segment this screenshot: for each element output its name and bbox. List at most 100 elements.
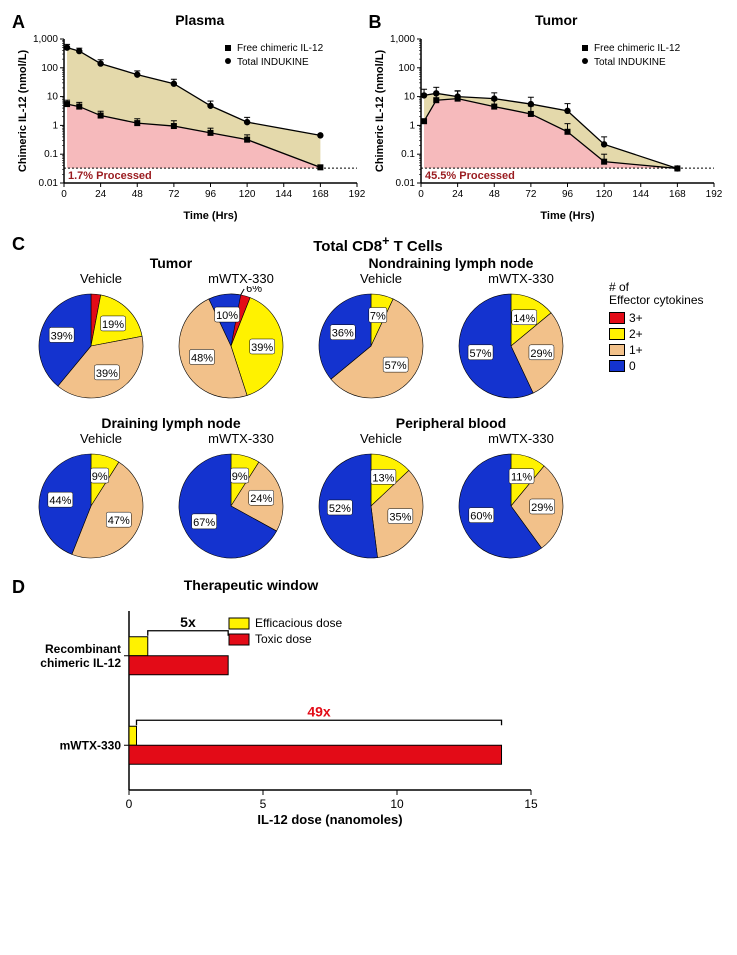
panel-a-label: A	[12, 12, 25, 33]
svg-text:10: 10	[390, 797, 404, 811]
svg-text:67%: 67%	[193, 517, 215, 529]
pie-sublabel: mWTX-330	[171, 431, 311, 446]
svg-text:168: 168	[312, 189, 329, 200]
pie-charts-area: TumorVehicle19%39%39%mWTX-3306%39%48%10%…	[31, 255, 601, 575]
svg-text:48: 48	[132, 189, 144, 200]
svg-text:10: 10	[47, 92, 59, 103]
pie-chart: 6%39%48%10%	[171, 286, 311, 408]
svg-text:100: 100	[41, 63, 58, 74]
svg-text:Total INDUKINE: Total INDUKINE	[237, 57, 309, 68]
pie-sublabel: mWTX-330	[171, 271, 311, 286]
svg-text:29%: 29%	[531, 502, 553, 514]
svg-text:0.1: 0.1	[44, 149, 58, 160]
pie-block: Peripheral bloodVehicle13%35%52%mWTX-330…	[311, 415, 591, 571]
pie-sublabel: mWTX-330	[451, 271, 591, 286]
pie-sublabel: Vehicle	[311, 271, 451, 286]
svg-text:39%: 39%	[51, 330, 73, 342]
legend-title: # ofEffector cytokines	[609, 281, 704, 307]
svg-text:6%: 6%	[246, 286, 262, 295]
svg-text:Efficacious dose: Efficacious dose	[255, 616, 342, 630]
svg-text:72: 72	[168, 189, 180, 200]
pie-block: Nondraining lymph nodeVehicle7%57%36%mWT…	[311, 255, 591, 411]
svg-text:10%: 10%	[216, 310, 238, 322]
svg-text:49x: 49x	[307, 703, 331, 719]
svg-text:44%: 44%	[49, 495, 71, 507]
svg-text:0.01: 0.01	[39, 178, 59, 189]
svg-text:5x: 5x	[180, 614, 196, 630]
pie-chart: 9%24% 67%	[171, 446, 311, 568]
legend-item: 1+	[609, 343, 704, 357]
svg-text:24: 24	[95, 189, 107, 200]
svg-text:0: 0	[126, 797, 133, 811]
svg-text:Free chimeric IL-12: Free chimeric IL-12	[594, 43, 681, 54]
svg-text:144: 144	[275, 189, 292, 200]
plasma-chart: 0.010.11101001,000024487296120144168192T…	[12, 33, 367, 223]
svg-text:7%: 7%	[370, 311, 386, 323]
legend-item: 0	[609, 359, 704, 373]
svg-text:Recombinant: Recombinant	[45, 642, 121, 656]
svg-text:Toxic dose: Toxic dose	[255, 632, 312, 646]
pie-chart: 13%35%52%	[311, 446, 451, 568]
svg-text:1,000: 1,000	[33, 34, 58, 45]
svg-text:48: 48	[488, 189, 500, 200]
svg-text:120: 120	[239, 189, 256, 200]
svg-text:48%: 48%	[191, 352, 213, 364]
svg-text:Total INDUKINE: Total INDUKINE	[594, 57, 666, 68]
svg-text:0: 0	[418, 189, 424, 200]
panel-d: D Therapeutic window 051015IL-12 dose (n…	[12, 577, 725, 833]
pie-chart: 9% 47% 44%	[31, 446, 171, 568]
svg-text:120: 120	[595, 189, 612, 200]
svg-text:144: 144	[632, 189, 649, 200]
svg-text:0.1: 0.1	[401, 149, 415, 160]
svg-text:192: 192	[349, 189, 366, 200]
tumor-chart: 0.010.11101001,000024487296120144168192T…	[369, 33, 724, 223]
svg-text:24%: 24%	[250, 493, 272, 505]
svg-text:Time (Hrs): Time (Hrs)	[183, 210, 238, 222]
panel-b-title: Tumor	[388, 12, 726, 28]
svg-text:29%: 29%	[530, 348, 552, 360]
pie-sublabel: Vehicle	[31, 431, 171, 446]
svg-text:9%: 9%	[232, 471, 248, 483]
svg-text:100: 100	[398, 63, 415, 74]
svg-text:Time (Hrs): Time (Hrs)	[540, 210, 595, 222]
svg-text:72: 72	[525, 189, 537, 200]
panel-a: A Plasma 0.010.11101001,0000244872961201…	[12, 12, 369, 228]
linecharts-row: A Plasma 0.01 0.1 1 10 100 1,000 0 24 48 72 96 120 1…	[12, 12, 725, 228]
svg-text:14%: 14%	[513, 313, 535, 325]
svg-text:1: 1	[409, 120, 415, 131]
pie-sublabel: Vehicle	[311, 431, 451, 446]
svg-text:Chimeric IL-12 (nmol/L): Chimeric IL-12 (nmol/L)	[17, 50, 29, 173]
svg-text:11%: 11%	[511, 472, 532, 484]
panel-d-title: Therapeutic window	[31, 577, 471, 593]
svg-text:192: 192	[705, 189, 722, 200]
svg-text:24: 24	[452, 189, 464, 200]
svg-text:0.01: 0.01	[395, 178, 415, 189]
svg-text:52%: 52%	[329, 503, 351, 515]
panel-c-title: Total CD8+ T Cells	[31, 234, 725, 255]
pie-block: TumorVehicle19%39%39%mWTX-3306%39%48%10%	[31, 255, 311, 411]
panel-a-title: Plasma	[31, 12, 369, 28]
legend-item: 2+	[609, 327, 704, 341]
svg-text:mWTX-330: mWTX-330	[60, 738, 122, 752]
svg-text:chimeric IL-12: chimeric IL-12	[40, 656, 121, 670]
legend-item: 3+	[609, 311, 704, 325]
svg-text:9%: 9%	[92, 471, 108, 483]
svg-text:39%: 39%	[96, 368, 118, 380]
svg-text:15: 15	[524, 797, 538, 811]
pie-sublabel: Vehicle	[31, 271, 171, 286]
svg-text:0: 0	[61, 189, 67, 200]
svg-text:IL-12 dose (nanomoles): IL-12 dose (nanomoles)	[257, 812, 402, 827]
svg-text:96: 96	[205, 189, 217, 200]
panel-c-label: C	[12, 234, 25, 255]
pie-block: Draining lymph nodeVehicle9%47%44%mWTX-3…	[31, 415, 311, 571]
svg-text:168: 168	[669, 189, 686, 200]
svg-text:5: 5	[260, 797, 267, 811]
svg-text:57%: 57%	[470, 348, 492, 360]
panel-c: C Total CD8+ T Cells TumorVehicle19%39%3…	[12, 234, 725, 575]
svg-text:Chimeric IL-12 (nmol/L): Chimeric IL-12 (nmol/L)	[374, 50, 386, 173]
therapeutic-window-chart: 0 5 10 15 IL-12 dose (nanomoles) Recombinantc…	[31, 593, 551, 828]
svg-text:45.5% Processed: 45.5% Processed	[425, 170, 515, 182]
svg-text:13%: 13%	[372, 472, 394, 484]
svg-text:1,000: 1,000	[389, 34, 414, 45]
svg-text:47%: 47%	[108, 515, 130, 527]
